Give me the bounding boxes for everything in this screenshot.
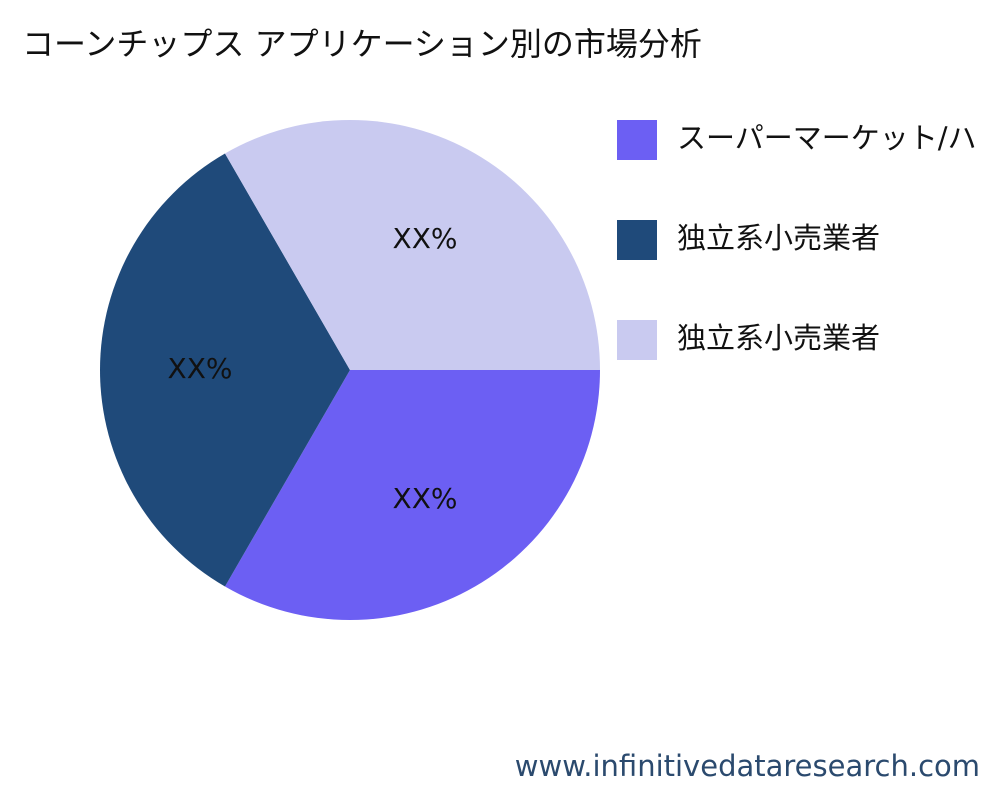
pie-slice — [225, 119, 600, 370]
watermark: www.infinitivedataresearch.com — [515, 749, 980, 783]
legend-label: 独立系小売業者 — [677, 321, 880, 355]
value-label: XX% — [168, 352, 233, 385]
legend-swatch — [617, 120, 657, 160]
legend-label: 独立系小売業者 — [677, 221, 880, 255]
legend-swatch — [617, 220, 657, 260]
chart-title: コーンチップス アプリケーション別の市場分析 — [22, 25, 702, 63]
value-label: XX% — [393, 482, 458, 515]
pie-slice — [225, 370, 600, 620]
legend-swatch — [617, 320, 657, 360]
value-label: XX% — [393, 222, 458, 255]
legend-label: スーパーマーケット/ハ — [677, 121, 976, 155]
